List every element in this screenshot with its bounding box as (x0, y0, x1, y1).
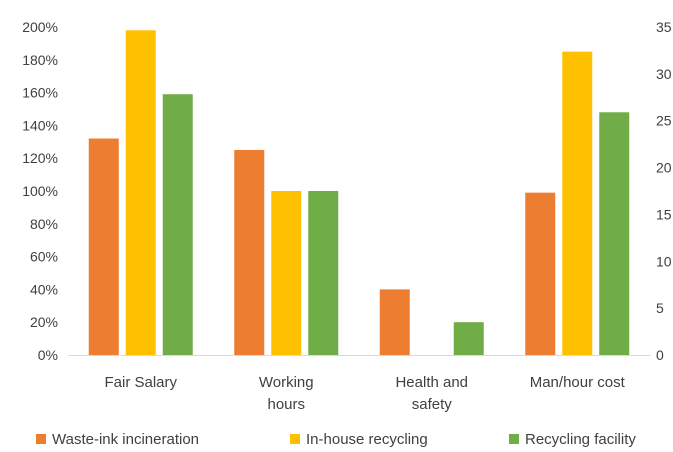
left-axis-tick-label: 200% (22, 19, 58, 35)
left-axis-tick-label: 40% (30, 281, 58, 297)
legend-item: Recycling facility (509, 431, 636, 448)
left-axis-tick-label: 0% (38, 347, 58, 363)
bar (379, 289, 410, 355)
legend-label: Waste-ink incineration (52, 431, 199, 448)
bar (234, 150, 265, 355)
right-axis-tick-label: 35 (656, 19, 672, 35)
bar (162, 94, 193, 356)
bar (125, 30, 156, 356)
left-axis-tick-label: 20% (30, 314, 58, 330)
category-label: Fair Salary (104, 374, 177, 391)
left-axis-tick-label: 80% (30, 216, 58, 232)
legend: Waste-ink incineration In-house recycling… (36, 431, 636, 448)
right-axis-tick-label: 10 (656, 253, 672, 269)
right-axis: 0 5 10 15 20 25 30 35 (656, 19, 672, 363)
bar (88, 138, 119, 355)
bar (453, 322, 484, 355)
bar (271, 191, 302, 355)
right-axis-tick-label: 5 (656, 300, 664, 316)
legend-swatch (290, 434, 300, 444)
left-axis-tick-label: 180% (22, 52, 58, 68)
right-axis-tick-label: 30 (656, 66, 672, 82)
bar (525, 192, 556, 355)
right-axis-tick-label: 15 (656, 206, 672, 222)
bar (562, 51, 593, 355)
left-axis-tick-label: 160% (22, 85, 58, 101)
legend-item: In-house recycling (290, 431, 428, 448)
legend-label: In-house recycling (306, 431, 428, 448)
category-labels: Fair Salary Working hours Health and safety M… (104, 374, 625, 413)
right-axis-tick-label: 25 (656, 113, 672, 129)
bars (88, 30, 630, 356)
left-axis-tick-label: 140% (22, 117, 58, 133)
legend-item: Waste-ink incineration (36, 431, 199, 448)
legend-label: Recycling facility (525, 431, 636, 448)
category-label: Health and safety (395, 374, 468, 413)
left-axis-tick-label: 100% (22, 183, 58, 199)
left-axis-tick-label: 60% (30, 249, 58, 265)
right-axis-tick-label: 0 (656, 347, 664, 363)
bar (308, 191, 339, 355)
legend-swatch (509, 434, 519, 444)
category-label: Man/hour cost (530, 374, 626, 391)
bar (599, 112, 630, 355)
legend-swatch (36, 434, 46, 444)
left-axis: 0% 20% 40% 60% 80% 100% 120% 140% 160% 180% 200% (22, 19, 58, 363)
left-axis-tick-label: 120% (22, 150, 58, 166)
category-label: Working hours (259, 374, 314, 413)
right-axis-tick-label: 20 (656, 160, 672, 176)
